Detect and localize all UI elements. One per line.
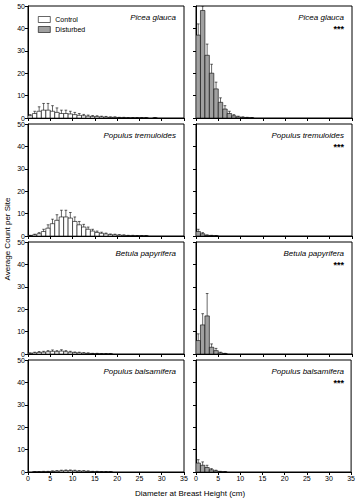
svg-text:20: 20 bbox=[281, 475, 289, 482]
svg-text:40: 40 bbox=[17, 261, 25, 268]
svg-text:0: 0 bbox=[26, 475, 30, 482]
svg-text:***: *** bbox=[333, 260, 344, 270]
svg-text:35: 35 bbox=[347, 475, 355, 482]
svg-text:50: 50 bbox=[17, 239, 25, 246]
svg-text:20: 20 bbox=[17, 424, 25, 431]
svg-text:Average Count per Site: Average Count per Site bbox=[3, 197, 12, 281]
svg-text:40: 40 bbox=[17, 143, 25, 150]
svg-text:10: 10 bbox=[17, 328, 25, 335]
svg-text:50: 50 bbox=[17, 357, 25, 364]
svg-text:5: 5 bbox=[216, 475, 220, 482]
svg-text:30: 30 bbox=[17, 401, 25, 408]
svg-text:25: 25 bbox=[303, 475, 311, 482]
svg-text:25: 25 bbox=[136, 475, 144, 482]
svg-text:10: 10 bbox=[17, 210, 25, 217]
svg-text:10: 10 bbox=[17, 446, 25, 453]
svg-text:Diameter at Breast Height (cm): Diameter at Breast Height (cm) bbox=[135, 489, 246, 498]
svg-text:Betula papyrifera: Betula papyrifera bbox=[116, 249, 177, 258]
svg-text:Disturbed: Disturbed bbox=[55, 26, 85, 33]
svg-text:15: 15 bbox=[91, 475, 99, 482]
svg-text:10: 10 bbox=[17, 92, 25, 99]
svg-text:0: 0 bbox=[21, 350, 25, 358]
svg-text:30: 30 bbox=[17, 165, 25, 172]
svg-text:10: 10 bbox=[236, 475, 244, 482]
svg-text:Populus tremuloides: Populus tremuloides bbox=[272, 131, 344, 140]
svg-text:50: 50 bbox=[17, 121, 25, 128]
svg-text:30: 30 bbox=[158, 475, 166, 482]
svg-text:Populus tremuloides: Populus tremuloides bbox=[104, 131, 176, 140]
svg-text:0: 0 bbox=[194, 475, 198, 482]
svg-text:0: 0 bbox=[21, 114, 25, 122]
svg-text:5: 5 bbox=[48, 475, 52, 482]
svg-text:20: 20 bbox=[113, 475, 121, 482]
svg-text:30: 30 bbox=[17, 283, 25, 290]
svg-text:Control: Control bbox=[55, 16, 78, 23]
svg-text:Picea glauca: Picea glauca bbox=[130, 13, 176, 22]
svg-text:40: 40 bbox=[17, 25, 25, 32]
svg-text:10: 10 bbox=[69, 475, 77, 482]
svg-text:Betula papyrifera: Betula papyrifera bbox=[284, 249, 345, 258]
svg-text:Populus balsamifera: Populus balsamifera bbox=[104, 367, 177, 376]
svg-text:30: 30 bbox=[17, 47, 25, 54]
svg-text:Picea glauca: Picea glauca bbox=[298, 13, 344, 22]
svg-text:0: 0 bbox=[21, 469, 25, 476]
svg-text:35: 35 bbox=[180, 475, 188, 482]
svg-text:50: 50 bbox=[17, 3, 25, 10]
svg-text:***: *** bbox=[333, 142, 344, 152]
svg-text:0: 0 bbox=[21, 232, 25, 240]
svg-text:20: 20 bbox=[17, 70, 25, 77]
svg-text:***: *** bbox=[333, 24, 344, 34]
svg-text:20: 20 bbox=[17, 188, 25, 195]
svg-text:15: 15 bbox=[259, 475, 267, 482]
svg-text:30: 30 bbox=[325, 475, 333, 482]
svg-text:40: 40 bbox=[17, 379, 25, 386]
svg-text:Populus balsamifera: Populus balsamifera bbox=[272, 367, 345, 376]
svg-text:***: *** bbox=[333, 378, 344, 388]
svg-text:20: 20 bbox=[17, 306, 25, 313]
